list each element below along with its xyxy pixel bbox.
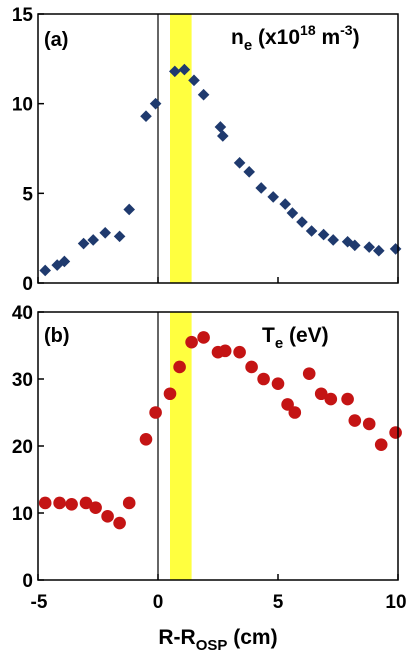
temperature-point bbox=[139, 433, 153, 446]
temperature-point bbox=[245, 360, 258, 374]
density-point bbox=[255, 182, 267, 194]
x-tick-label: 5 bbox=[273, 592, 284, 613]
temperature-point bbox=[38, 496, 52, 510]
density-point bbox=[39, 264, 51, 277]
temperature-point bbox=[89, 501, 102, 514]
y-tick-label: 5 bbox=[22, 184, 33, 205]
y-tick-label: 0 bbox=[22, 571, 33, 592]
y-tick-label: 10 bbox=[12, 95, 33, 116]
density-points bbox=[39, 63, 402, 277]
density-point bbox=[267, 191, 279, 203]
panel-b-label: (b) bbox=[44, 325, 70, 347]
panel-b-x-ticks: -5 0 5 10 bbox=[31, 574, 407, 613]
density-point bbox=[317, 228, 330, 241]
temperature-point bbox=[362, 417, 376, 431]
density-point bbox=[389, 243, 402, 255]
density-point bbox=[188, 74, 200, 87]
density-point bbox=[140, 110, 152, 123]
temperature-point bbox=[65, 497, 78, 511]
density-point bbox=[349, 239, 361, 252]
density-point bbox=[169, 65, 181, 78]
temperature-point bbox=[122, 496, 136, 510]
temperature-point bbox=[271, 377, 285, 390]
density-point bbox=[178, 63, 191, 76]
density-point bbox=[87, 234, 99, 246]
temperature-point bbox=[197, 331, 210, 344]
density-point bbox=[305, 225, 318, 237]
density-point bbox=[113, 230, 126, 243]
temperature-point bbox=[233, 345, 246, 359]
temperature-point bbox=[257, 372, 270, 386]
density-point bbox=[123, 203, 135, 216]
density-quantity-label: ne (x1018 m-3) bbox=[231, 22, 360, 54]
temperature-point bbox=[302, 367, 316, 380]
temperature-point bbox=[348, 414, 362, 427]
density-point bbox=[99, 226, 111, 239]
x-tick-label: 0 bbox=[153, 592, 164, 613]
y-tick-label: 0 bbox=[22, 274, 33, 295]
x-axis-label: R-ROSP (cm) bbox=[158, 626, 277, 654]
temperature-point bbox=[113, 516, 126, 530]
temperature-points bbox=[38, 331, 402, 530]
density-point bbox=[243, 166, 255, 178]
density-point bbox=[58, 255, 71, 268]
temperature-point bbox=[53, 496, 66, 510]
temperature-point bbox=[341, 392, 354, 406]
highlight-band-b bbox=[170, 312, 192, 580]
density-point bbox=[373, 244, 385, 257]
density-point bbox=[327, 234, 339, 246]
y-tick-label: 40 bbox=[12, 303, 33, 324]
temperature-quantity-label: Te (eV) bbox=[262, 324, 329, 352]
density-point bbox=[214, 121, 227, 133]
density-point bbox=[51, 259, 63, 271]
temperature-point bbox=[389, 426, 402, 439]
temperature-point bbox=[173, 360, 186, 374]
density-point bbox=[286, 207, 299, 219]
temperature-point bbox=[281, 398, 294, 411]
density-point bbox=[217, 130, 229, 142]
panel-a-frame bbox=[37, 13, 399, 284]
panel-b-y-ticks: 0 10 20 30 40 bbox=[12, 303, 44, 592]
density-point bbox=[77, 237, 90, 250]
highlight-band-a bbox=[170, 14, 192, 283]
panel-a-x-ticks bbox=[37, 277, 399, 283]
temperature-point bbox=[185, 335, 198, 349]
temperature-point bbox=[288, 406, 302, 419]
temperature-point bbox=[374, 438, 388, 451]
density-point bbox=[233, 157, 246, 169]
y-tick-label: 10 bbox=[12, 504, 33, 525]
temperature-point bbox=[149, 406, 162, 419]
temperature-point bbox=[79, 496, 93, 510]
density-point bbox=[363, 241, 375, 253]
temperature-point bbox=[324, 392, 338, 406]
temperature-point bbox=[163, 387, 177, 401]
density-point bbox=[197, 88, 210, 101]
y-tick-label: 15 bbox=[12, 5, 34, 26]
density-point bbox=[296, 216, 308, 228]
density-point bbox=[279, 198, 291, 210]
y-tick-label: 20 bbox=[12, 437, 33, 458]
temperature-point bbox=[218, 344, 232, 358]
x-tick-label: 10 bbox=[385, 592, 406, 613]
y-tick-label: 30 bbox=[12, 370, 33, 391]
temperature-point bbox=[101, 510, 114, 523]
density-point bbox=[149, 97, 162, 110]
panel-a-y-ticks: 0 5 10 15 bbox=[12, 5, 44, 295]
panel-a-label: (a) bbox=[44, 29, 68, 51]
panel-a-density: 0 5 10 15 (a) ne (x1018 m-3) bbox=[12, 5, 402, 295]
x-tick-label: -5 bbox=[31, 592, 48, 613]
temperature-point bbox=[314, 387, 328, 401]
density-point bbox=[341, 235, 354, 248]
